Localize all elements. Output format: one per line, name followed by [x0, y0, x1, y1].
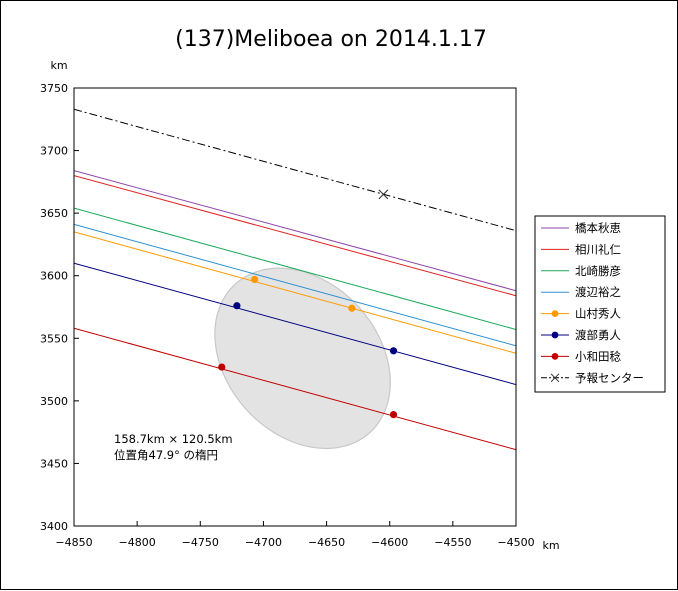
legend-label-7: 予報センター	[575, 371, 644, 385]
x-tick-label: −4650	[308, 536, 345, 549]
legend-marker-7	[550, 373, 560, 383]
x-tick-label: −4800	[119, 536, 156, 549]
legend-marker-5	[551, 331, 559, 339]
plot-border	[73, 87, 517, 527]
y-tick-label: 3600	[40, 270, 68, 283]
legend-label-5: 渡部勇人	[575, 328, 621, 342]
x-unit-label: km	[542, 539, 559, 552]
legend-label-1: 相川礼仁	[575, 242, 621, 256]
legend-label-3: 渡辺裕之	[575, 285, 621, 299]
y-tick-label: 3550	[40, 332, 68, 345]
legend-label-6: 小和田稔	[575, 349, 621, 363]
legend-label-0: 橋本秋恵	[575, 221, 621, 235]
x-tick-label: −4550	[434, 536, 471, 549]
chord-line-0	[74, 170, 516, 292]
prediction-center-marker	[378, 189, 389, 200]
plot-area: −4850 −4800 −4750 −4700 −4650 −4600 −4550 −4500…	[40, 82, 535, 549]
timing-point-4-1	[348, 304, 356, 312]
chord-line-5	[74, 262, 516, 386]
timing-point-5-0	[233, 302, 241, 310]
x-tick-label: −4500	[497, 536, 534, 549]
chord-line-3	[74, 223, 516, 347]
timing-point-6-0	[218, 363, 226, 371]
timing-point-5-1	[389, 347, 398, 355]
chord-line-2	[74, 207, 516, 331]
y-tick-label: 3450	[40, 457, 68, 470]
chord-line-7	[74, 108, 516, 232]
y-tick-label: 3400	[40, 520, 68, 533]
legend-label-2: 北崎勝彦	[575, 264, 621, 278]
timing-point-6-1	[389, 411, 398, 419]
timing-point-4-0	[250, 275, 259, 284]
y-unit-label: km	[50, 59, 67, 72]
ellipse-angle-annotation: 位置角47.9° の楕円	[114, 448, 218, 462]
chord-line-4	[74, 231, 516, 354]
chord-line-1	[74, 175, 516, 297]
y-tick-label: 3750	[40, 82, 68, 95]
legend-box	[534, 215, 666, 393]
chord-line-6	[74, 327, 516, 451]
legend-label-4: 山村秀人	[575, 307, 621, 321]
y-tick-label: 3500	[40, 395, 68, 408]
x-tick-label: −4600	[371, 536, 408, 549]
ellipse-size-annotation: 158.7km × 120.5km	[114, 432, 233, 446]
legend-marker-6	[551, 353, 559, 360]
x-tick-label: −4750	[182, 536, 219, 549]
chart-title: (137)Meliboea on 2014.1.17	[175, 27, 487, 52]
x-tick-label: −4850	[55, 536, 92, 549]
x-tick-label: −4700	[245, 536, 282, 549]
y-tick-label: 3700	[40, 145, 68, 158]
legend-marker-4	[551, 310, 559, 317]
y-tick-label: 3650	[40, 207, 68, 220]
